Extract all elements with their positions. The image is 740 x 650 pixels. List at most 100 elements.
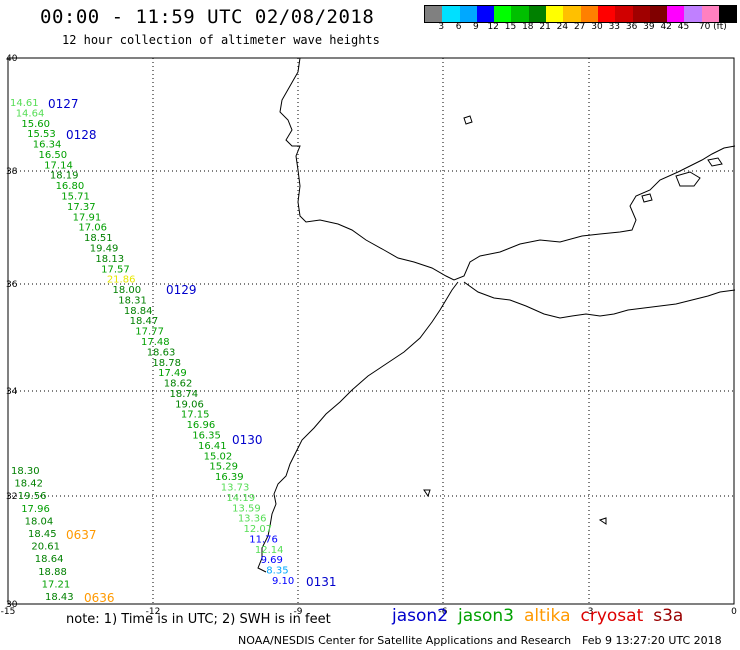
color-swatch — [425, 6, 443, 22]
swh-value: 17.06 — [78, 223, 107, 234]
swh-value: 19.49 — [90, 243, 119, 254]
swh-value: 18.19 — [50, 171, 79, 182]
swh-value: 18.64 — [35, 554, 64, 565]
color-swatch — [649, 6, 668, 22]
color-scale-label: 6 — [455, 22, 462, 32]
swh-value: 18.51 — [84, 233, 113, 244]
lon-tick-label: -9 — [294, 607, 303, 617]
swh-value: 17.57 — [101, 264, 130, 275]
swh-value: 15.60 — [21, 119, 50, 130]
color-scale-bar — [424, 5, 738, 23]
swh-value: 16.50 — [38, 150, 67, 161]
color-swatch — [459, 6, 477, 22]
lon-tick-label: -12 — [146, 607, 161, 617]
pass-time-label: 0637 — [66, 528, 97, 542]
island-menorca — [707, 157, 723, 167]
color-scale-label: 12 — [487, 22, 499, 32]
swh-value: 18.43 — [45, 592, 74, 603]
lat-tick-label: 36 — [6, 280, 18, 290]
color-scale-label: 30 — [591, 22, 603, 32]
color-scale-label: 3 — [438, 22, 445, 32]
coastline-iberia — [279, 57, 736, 281]
lat-tick-label: 30 — [6, 600, 18, 610]
swh-value: 18.13 — [95, 254, 124, 265]
color-scale-label: 70 (ft) — [698, 22, 727, 32]
swh-value: 17.96 — [21, 504, 50, 515]
swh-value: 8.35 — [266, 566, 288, 577]
coastline-africa — [257, 281, 459, 573]
pass-time-label: 0129 — [166, 283, 197, 297]
color-scale-label: 42 — [660, 22, 672, 32]
credit-line: NOAA/NESDIS Center for Satellite Applica… — [238, 634, 572, 647]
color-swatch — [528, 6, 547, 22]
lon-tick-label: -3 — [585, 607, 594, 617]
pass-time-label: 0128 — [66, 128, 97, 142]
color-swatch — [615, 6, 633, 22]
coastline-north-africa — [463, 281, 736, 319]
color-scale-labels: 3 6 9 12 15 18 21 24 27 30 33 36 39 42 45 70 (ft) — [424, 22, 740, 36]
color-swatch — [476, 6, 495, 22]
swh-value: 13.59 — [232, 503, 261, 514]
swh-value: 16.96 — [187, 420, 216, 431]
swh-value: 18.78 — [152, 358, 181, 369]
lat-tick-label: 32 — [6, 492, 17, 502]
swh-value: 9.69 — [261, 555, 283, 566]
swh-value: 17.15 — [181, 410, 210, 421]
color-scale-label: 33 — [608, 22, 621, 32]
map-frame — [7, 57, 735, 605]
color-scale-label: 36 — [625, 22, 638, 32]
pass-time-label: 0131 — [306, 575, 337, 589]
swh-value: 17.48 — [141, 337, 170, 348]
swh-value: 18.04 — [25, 516, 54, 527]
swh-value: 17.14 — [44, 160, 73, 171]
swh-value: 18.63 — [147, 347, 176, 358]
swh-value: 19.56 — [18, 491, 47, 502]
color-swatch — [494, 6, 512, 22]
swh-value: 17.91 — [73, 212, 102, 223]
legend-item: s3a — [653, 606, 684, 626]
map-title: 00:00 - 11:59 UTC 02/08/2018 — [40, 6, 375, 28]
swh-value: 18.00 — [113, 285, 142, 296]
swh-value: 15.02 — [204, 451, 233, 462]
island-small-2 — [598, 517, 607, 525]
swh-value: 17.37 — [67, 202, 96, 213]
lat-tick-label: 38 — [6, 167, 18, 177]
lon-tick-label: 0 — [731, 607, 737, 617]
swh-value: 17.21 — [42, 579, 71, 590]
satellite-legend: jason2 jason3 altika cryosat s3a — [392, 606, 693, 626]
map-note: note: 1) Time is in UTC; 2) SWH is in fe… — [66, 612, 331, 627]
lon-tick-label: -6 — [439, 607, 448, 617]
swh-value: 11.76 — [249, 534, 278, 545]
swh-value: 16.41 — [198, 441, 227, 452]
color-swatch — [684, 6, 702, 22]
lon-tick-label: -15 — [1, 607, 16, 617]
swh-value: 14.61 — [10, 98, 39, 109]
color-scale-label: 39 — [643, 22, 655, 32]
swh-value: 18.45 — [28, 529, 57, 540]
swh-value: 14.64 — [16, 108, 45, 119]
pass-time-label: 0127 — [48, 97, 79, 111]
color-swatch — [580, 6, 598, 22]
swh-value: 18.88 — [38, 567, 67, 578]
lat-tick-label: 34 — [6, 387, 18, 397]
swh-value: 15.53 — [27, 129, 56, 140]
swh-value: 21.86 — [107, 275, 136, 286]
swh-value: 17.77 — [135, 327, 164, 338]
swh-value: 13.36 — [238, 514, 267, 525]
pass-time-label: 0130 — [232, 433, 263, 447]
swh-value: 18.84 — [124, 306, 153, 317]
island-small-1 — [463, 115, 473, 125]
swh-value: 19.06 — [175, 399, 204, 410]
color-swatch — [442, 6, 460, 22]
swh-value: 12.14 — [255, 545, 284, 556]
color-swatch — [667, 6, 685, 22]
color-swatch — [632, 6, 650, 22]
color-swatch — [563, 6, 581, 22]
swh-value: 18.47 — [130, 316, 159, 327]
legend-item: altika — [524, 606, 571, 626]
island-small-3 — [423, 489, 431, 498]
swh-value: 15.71 — [61, 192, 90, 203]
swh-value: 18.62 — [164, 379, 193, 390]
color-swatch — [597, 6, 616, 22]
swh-value: 20.61 — [31, 542, 60, 553]
